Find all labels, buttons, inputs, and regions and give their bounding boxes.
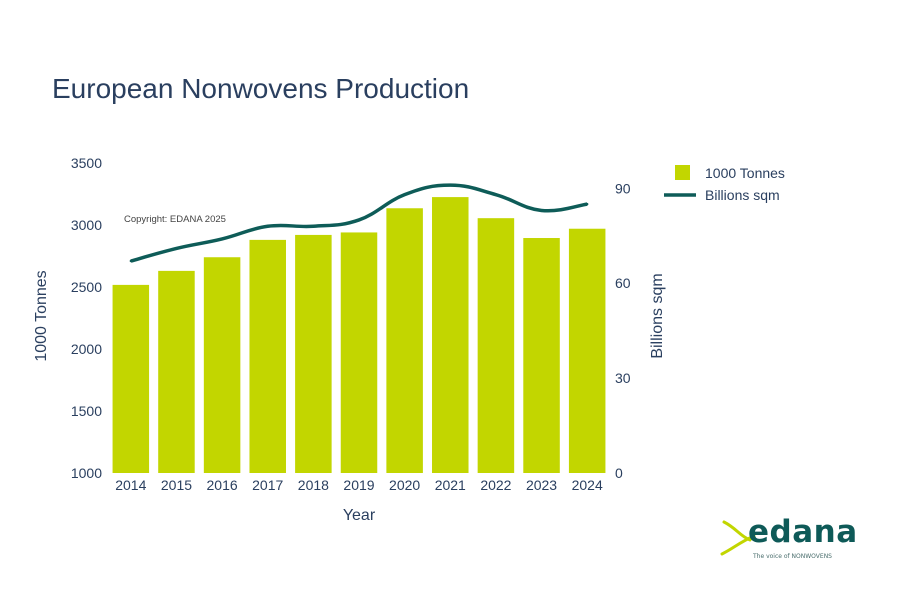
line-point-2015	[175, 247, 178, 250]
edana-logo: edana The voice of NONWOVENS	[720, 514, 880, 562]
x-tick-label: 2023	[526, 477, 557, 493]
line-point-2021	[449, 183, 452, 187]
x-tick-label: 2015	[161, 477, 192, 493]
x-axis: 2014 2015 2016 2017 2018 2019 2020 2021 2022 2023…	[115, 477, 603, 493]
x-tick-label: 2018	[298, 477, 329, 493]
line-point-2024	[585, 202, 589, 206]
x-tick-label: 2020	[389, 477, 420, 493]
legend-bar-label: 1000 Tonnes	[705, 165, 785, 181]
line-point-2016	[220, 237, 224, 241]
x-tick-label: 2021	[435, 477, 466, 493]
line-point-2019	[357, 218, 361, 222]
line-point-2014	[129, 259, 133, 263]
y2-axis: 0 30 60 90	[615, 180, 631, 481]
edana-wordmark: edana	[748, 514, 858, 550]
x-axis-label: Year	[343, 507, 376, 524]
chart-title: European Nonwovens Production	[52, 73, 469, 104]
line-point-2023	[540, 209, 543, 212]
x-tick-label: 2014	[115, 477, 146, 493]
y-tick-label: 3500	[71, 155, 102, 171]
line-point-2020	[403, 193, 406, 196]
y2-axis-label: Billions sqm	[649, 273, 666, 358]
bar-2020	[386, 208, 423, 473]
x-tick-label: 2019	[343, 477, 374, 493]
copyright-annotation: Copyright: EDANA 2025	[124, 214, 226, 225]
line-point-2022	[494, 193, 498, 196]
y-tick-label: 2500	[71, 279, 102, 295]
y-tick-label: 1000	[71, 465, 102, 481]
line-point-2017	[266, 225, 269, 228]
bar-2014	[112, 284, 150, 473]
legend-line-label: Billions sqm	[705, 187, 780, 203]
x-tick-label: 2016	[207, 477, 238, 493]
y2-tick-label: 30	[615, 370, 631, 386]
x-tick-label: 2024	[572, 477, 603, 493]
y-tick-label: 2000	[71, 341, 102, 357]
y-axis: 1000 1500 2000 2500 3000 3500	[71, 155, 102, 481]
legend[interactable]: 1000 Tonnes Billions sqm	[664, 165, 785, 203]
bar-2017	[249, 239, 286, 473]
bars-layer	[112, 197, 606, 473]
y2-tick-label: 60	[615, 275, 631, 291]
bar-2022	[477, 218, 515, 473]
x-tick-label: 2022	[480, 477, 511, 493]
bar-2018	[295, 234, 332, 473]
bar-2021	[432, 197, 469, 473]
line-point-2018	[312, 225, 315, 228]
y2-tick-label: 90	[615, 180, 631, 196]
bar-2019	[340, 232, 378, 473]
bar-2015	[158, 270, 195, 473]
edana-swoosh-icon	[720, 520, 756, 556]
line-layer	[129, 183, 589, 263]
bar-2023	[523, 238, 560, 473]
y2-tick-label: 0	[615, 465, 623, 481]
bar-2024	[568, 228, 606, 473]
legend-bar-swatch	[675, 165, 690, 180]
y-axis-label: 1000 Tonnes	[33, 270, 50, 361]
edana-tagline: The voice of NONWOVENS	[753, 553, 832, 560]
y-tick-label: 3000	[71, 217, 102, 233]
x-tick-label: 2017	[252, 477, 283, 493]
bar-2016	[203, 257, 241, 473]
y-tick-label: 1500	[71, 403, 102, 419]
